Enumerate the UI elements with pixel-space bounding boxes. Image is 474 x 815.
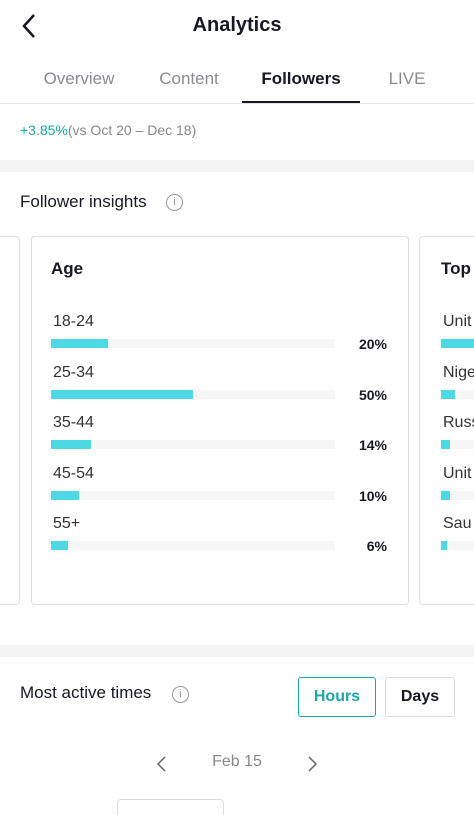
section-separator: [0, 160, 474, 172]
tab[interactable]: Followers: [261, 69, 341, 88]
value-label: 6%: [366, 538, 387, 554]
bar: [51, 541, 69, 550]
section-title: Follower insights: [20, 192, 147, 211]
value-label: 14%: [358, 437, 387, 453]
bar-track: [441, 440, 474, 449]
country-label: Unit: [443, 313, 472, 330]
divider: [0, 103, 474, 104]
back-button[interactable]: [18, 12, 40, 40]
bar-track: [51, 389, 335, 399]
info-icon[interactable]: i: [172, 686, 189, 703]
age-label: 18-24: [53, 313, 94, 330]
age-label: 25-34: [53, 363, 94, 381]
tab-indicator: [242, 101, 360, 103]
next-date[interactable]: [304, 754, 320, 774]
growth-period: (vs Oct 20 – Dec 18): [67, 122, 197, 138]
growth-change: +3.85%: [20, 122, 68, 138]
toggle-button[interactable]: Hours: [298, 677, 376, 717]
countries-card: Top Unit Nige Russ Unit Sau: [419, 236, 474, 605]
prev-card: [0, 236, 20, 605]
section-separator: [0, 645, 474, 657]
bar: [51, 490, 80, 500]
bar: [51, 389, 193, 399]
card-title: Age: [51, 259, 84, 278]
bar: [441, 440, 450, 449]
date-label: Feb 15: [212, 753, 262, 770]
info-icon[interactable]: i: [166, 194, 183, 211]
value-label: 20%: [358, 336, 387, 352]
bar-track: [51, 440, 335, 449]
bar: [51, 440, 91, 449]
age-label: 35-44: [53, 414, 94, 431]
country-label: Sau: [443, 515, 472, 532]
age-label: 55+: [53, 515, 81, 532]
chart-tooltip: [117, 799, 224, 815]
country-label: Unit: [443, 464, 472, 482]
bar-track: [51, 541, 335, 550]
bar: [51, 339, 108, 348]
bar-track: [441, 339, 474, 348]
active-times-title: Most active times: [20, 683, 152, 702]
bar-track: [441, 490, 474, 500]
prev-date[interactable]: [154, 754, 170, 774]
value-label: 50%: [358, 386, 387, 403]
country-label: Russ: [443, 414, 474, 431]
bar-track: [51, 339, 335, 348]
bar-track: [441, 541, 474, 550]
value-label: 10%: [358, 487, 387, 504]
age-card: Age 18-24 20% 25-34 50% 35-44 14% 45-54 10% 55+ 6%: [31, 236, 409, 605]
tab[interactable]: LIVE: [388, 69, 426, 88]
bar-track: [51, 490, 335, 500]
bar: [441, 339, 474, 348]
bar-track: [441, 389, 474, 399]
tab[interactable]: Content: [159, 69, 219, 88]
bar: [441, 389, 456, 399]
tab[interactable]: Overview: [43, 69, 115, 88]
bar: [441, 490, 450, 500]
age-label: 45-54: [53, 464, 94, 482]
card-title: Top: [441, 259, 471, 278]
bar: [441, 541, 447, 550]
header-title: Analytics: [192, 14, 282, 36]
country-label: Nige: [443, 363, 474, 381]
toggle-button[interactable]: Days: [385, 677, 455, 717]
